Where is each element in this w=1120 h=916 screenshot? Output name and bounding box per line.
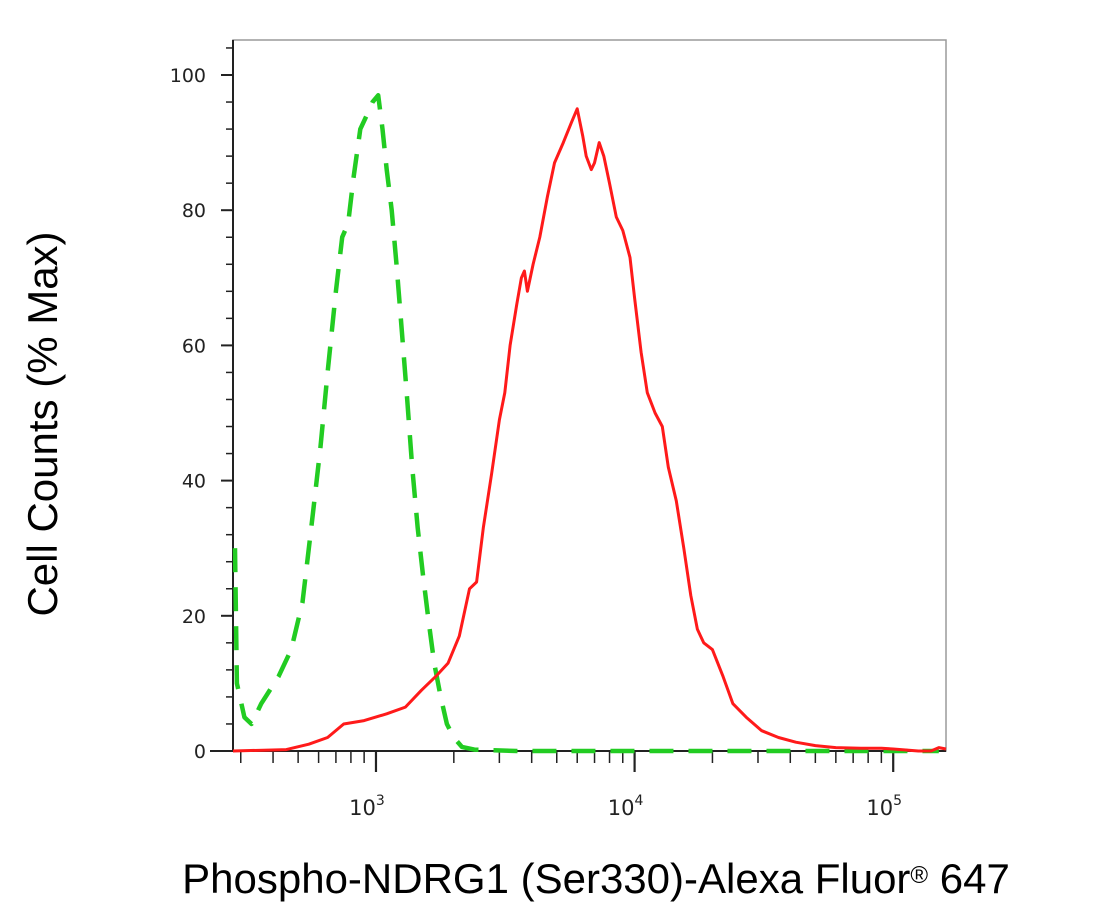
y-tick-label: 40 [182,471,206,493]
y-axis-title: Cell Counts (% Max) [19,231,66,616]
y-tick-label: 0 [194,741,206,763]
x-axis-ticks: 103 104 105 [239,751,902,820]
y-tick-label: 20 [182,606,206,628]
stained-histogram-line [232,107,947,753]
y-tick-label: 60 [182,335,206,357]
x-tick-label: 105 [866,793,902,820]
x-axis-title-suffix: 647 [928,855,1010,902]
x-axis-title: Phospho-NDRG1 (Ser330)-Alexa Fluor® 647 [182,855,1010,902]
x-tick-label: 103 [349,793,385,820]
y-tick-label: 80 [182,200,206,222]
control-histogram-line [232,93,939,754]
x-axis-title-main: Phospho-NDRG1 (Ser330)-Alexa Fluor [182,855,910,902]
y-tick-label: 100 [170,65,206,87]
registered-mark: ® [910,862,928,889]
series-layer [232,93,947,754]
x-tick-label: 104 [608,793,644,820]
y-axis-ticks: 0 20 40 60 80 100 [170,47,233,763]
plot-frame [232,39,947,752]
